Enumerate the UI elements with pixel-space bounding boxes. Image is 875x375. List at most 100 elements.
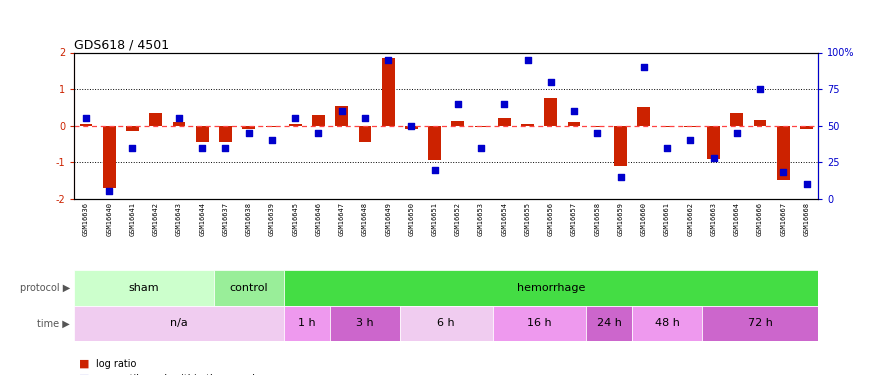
Bar xyxy=(614,126,627,166)
Text: 72 h: 72 h xyxy=(747,318,773,328)
Bar xyxy=(80,124,93,126)
Bar xyxy=(103,126,116,188)
Point xyxy=(334,108,348,114)
Point xyxy=(219,145,233,151)
Point xyxy=(800,181,814,187)
Text: GDS618 / 4501: GDS618 / 4501 xyxy=(74,38,170,51)
Point xyxy=(591,130,605,136)
Text: log ratio: log ratio xyxy=(96,359,136,369)
Point xyxy=(312,130,326,136)
Bar xyxy=(265,126,278,128)
Bar xyxy=(382,58,395,126)
Text: GSM16658: GSM16658 xyxy=(594,202,600,236)
Bar xyxy=(568,122,580,126)
Text: GSM16639: GSM16639 xyxy=(269,202,275,236)
Point xyxy=(125,145,139,151)
Bar xyxy=(498,118,511,126)
Point xyxy=(474,145,488,151)
Point xyxy=(683,137,697,143)
Bar xyxy=(284,306,330,341)
Text: GSM16659: GSM16659 xyxy=(618,202,624,236)
Text: GSM16641: GSM16641 xyxy=(130,202,136,236)
Text: 3 h: 3 h xyxy=(356,318,374,328)
Text: 1 h: 1 h xyxy=(298,318,316,328)
Bar xyxy=(707,126,720,159)
Text: GSM16645: GSM16645 xyxy=(292,202,298,236)
Text: n/a: n/a xyxy=(170,318,188,328)
Text: hemorrhage: hemorrhage xyxy=(516,283,585,293)
Text: GSM16636: GSM16636 xyxy=(83,202,89,236)
Bar xyxy=(637,107,650,126)
Text: GSM16640: GSM16640 xyxy=(106,202,112,236)
Text: percentile rank within the sample: percentile rank within the sample xyxy=(96,374,262,375)
Text: GSM16650: GSM16650 xyxy=(409,202,415,236)
Bar xyxy=(777,126,789,180)
Point xyxy=(613,174,627,180)
Bar xyxy=(702,306,818,341)
Bar xyxy=(289,124,302,126)
Text: GSM16637: GSM16637 xyxy=(222,202,228,236)
Bar xyxy=(172,122,186,126)
Text: GSM16661: GSM16661 xyxy=(664,202,670,236)
Text: 6 h: 6 h xyxy=(438,318,455,328)
Text: GSM16660: GSM16660 xyxy=(640,202,647,236)
Point xyxy=(265,137,279,143)
Point xyxy=(242,130,256,136)
Text: GSM16654: GSM16654 xyxy=(501,202,507,236)
Bar xyxy=(522,124,534,126)
Text: 16 h: 16 h xyxy=(527,318,551,328)
Bar xyxy=(475,126,487,128)
Text: GSM16657: GSM16657 xyxy=(571,202,578,236)
Text: GSM16664: GSM16664 xyxy=(734,202,739,236)
Text: sham: sham xyxy=(129,283,159,293)
Text: GSM16651: GSM16651 xyxy=(431,202,438,236)
Bar xyxy=(428,126,441,160)
Text: GSM16646: GSM16646 xyxy=(315,202,321,236)
Text: GSM16642: GSM16642 xyxy=(153,202,158,236)
Bar xyxy=(400,306,493,341)
Bar xyxy=(591,126,604,128)
Point xyxy=(382,57,396,63)
Point xyxy=(497,101,511,107)
Text: GSM16663: GSM16663 xyxy=(710,202,717,236)
Text: ■: ■ xyxy=(79,374,89,375)
Bar xyxy=(731,113,743,126)
Point xyxy=(660,145,674,151)
Text: GSM16647: GSM16647 xyxy=(339,202,345,236)
Text: GSM16644: GSM16644 xyxy=(200,202,206,236)
Point xyxy=(521,57,535,63)
Text: 24 h: 24 h xyxy=(597,318,621,328)
Point xyxy=(451,101,465,107)
Text: GSM16652: GSM16652 xyxy=(455,202,461,236)
Point xyxy=(753,86,767,92)
Text: GSM16667: GSM16667 xyxy=(780,202,787,236)
Bar xyxy=(74,306,284,341)
Point xyxy=(172,116,186,122)
Point xyxy=(730,130,744,136)
Bar xyxy=(359,126,371,142)
Text: time ▶: time ▶ xyxy=(38,318,70,328)
Point xyxy=(404,123,418,129)
Bar xyxy=(661,126,674,128)
Point xyxy=(149,35,163,41)
Bar xyxy=(452,121,465,126)
Text: GSM16648: GSM16648 xyxy=(362,202,368,236)
Text: GSM16668: GSM16668 xyxy=(803,202,809,236)
Point xyxy=(637,64,651,70)
Bar xyxy=(405,126,417,129)
Bar xyxy=(800,126,813,129)
Bar xyxy=(74,270,213,306)
Bar xyxy=(150,113,162,126)
Text: GSM16656: GSM16656 xyxy=(548,202,554,236)
Bar xyxy=(219,126,232,142)
Bar xyxy=(335,105,348,126)
Bar xyxy=(330,306,400,341)
Text: protocol ▶: protocol ▶ xyxy=(20,283,70,293)
Point xyxy=(358,116,372,122)
Bar xyxy=(284,270,818,306)
Point xyxy=(195,145,209,151)
Point xyxy=(79,116,93,122)
Point xyxy=(706,155,720,161)
Point xyxy=(288,116,302,122)
Bar xyxy=(242,126,256,129)
